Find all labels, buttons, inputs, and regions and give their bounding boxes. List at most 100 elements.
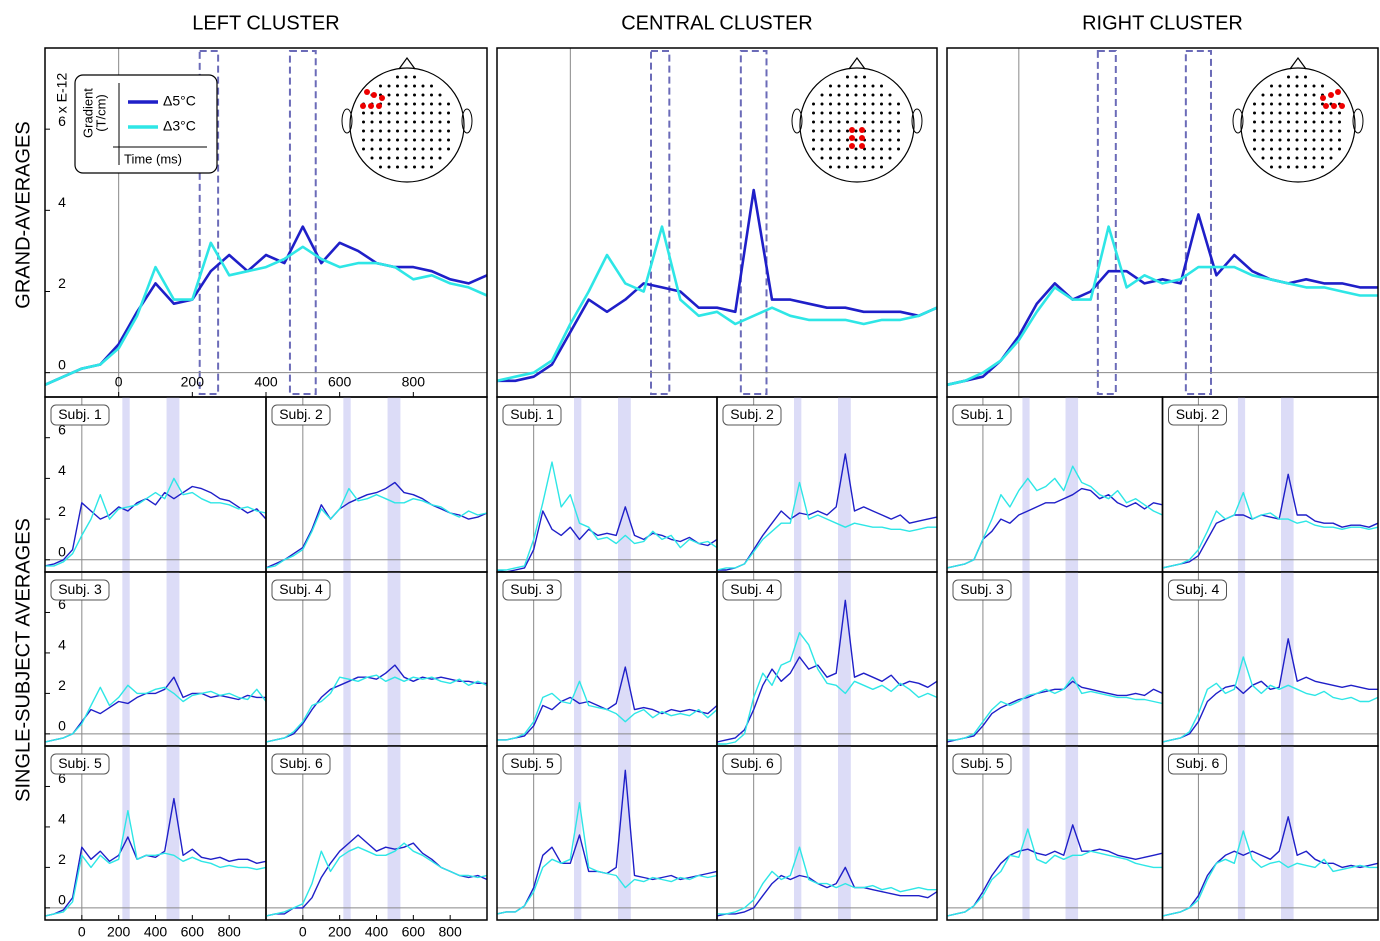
sensor-dot [863,85,866,88]
subject-label: Subj. 4 [1176,581,1220,597]
sensor-dot [1321,166,1324,169]
analysis-window [1186,51,1211,394]
sensor-dot [1270,157,1273,160]
x-tick-label: 600 [402,924,426,940]
cluster-sensor [1339,103,1345,109]
sensor-dot [362,121,365,124]
sensor-dot [829,103,832,106]
subject-label: Subj. 6 [279,755,323,771]
sensor-dot [1270,103,1273,106]
sensor-dot [812,121,815,124]
sensor-dot [379,130,382,133]
series-line [947,227,1378,385]
sensor-dot [379,139,382,142]
sensor-dot [379,166,382,169]
analysis-window [122,397,129,572]
analysis-window [574,397,581,572]
sensor-dot [371,112,374,115]
sensor-dot [889,121,892,124]
sensor-dot [897,103,900,106]
sensor-dot [1287,157,1290,160]
sensor-dot [838,130,841,133]
sensor-dot [1262,103,1265,106]
sensor-dot [863,76,866,79]
sensor-dot [855,85,858,88]
sensor-dot [396,148,399,151]
sensor-dot [413,103,416,106]
series-line [266,489,487,568]
cluster-sensor [849,143,855,149]
analysis-window [838,572,851,746]
series-line [1163,831,1379,916]
y-tick-label: 2 [58,677,66,693]
sensor-dot [1330,121,1333,124]
sensor-dot [846,166,849,169]
sensor-dot [863,94,866,97]
analysis-window [618,397,631,572]
y-tick-label: 4 [58,462,66,478]
subject-label: Subj. 5 [960,755,1004,771]
sensor-dot [388,103,391,106]
sensor-dot [439,130,442,133]
row-title: GRAND-AVERAGES [12,121,34,308]
sensor-dot [1304,166,1307,169]
sensor-dot [413,85,416,88]
sensor-dot [405,157,408,160]
head-nose [849,58,865,69]
sensor-dot [897,121,900,124]
sensor-dot [838,85,841,88]
analysis-window [388,572,401,746]
series-line [947,825,1163,916]
subject-label: Subj. 4 [730,581,774,597]
subject-label: Subj. 4 [279,581,323,597]
sensor-dot [1338,139,1341,142]
sensor-dot [1321,121,1324,124]
analysis-window [343,746,350,920]
sensor-dot [889,112,892,115]
sensor-dot [863,157,866,160]
sensor-dot [1304,121,1307,124]
sensor-dot [872,121,875,124]
sensor-dot [1253,103,1256,106]
sensor-dot [422,94,425,97]
sensor-dot [447,112,450,115]
sensor-dot [1287,112,1290,115]
sensor-dot [821,94,824,97]
sensor-dot [1304,157,1307,160]
sensor-dot [1321,139,1324,142]
cluster-sensor [360,103,366,109]
column-title: LEFT CLUSTER [192,12,339,34]
sensor-dot [439,148,442,151]
sensor-dot [838,112,841,115]
series-line [717,847,937,914]
head-nose [399,58,415,69]
sensor-dot [855,103,858,106]
x-tick-label: 600 [181,924,205,940]
row-title: SINGLE-SUBJECT AVERAGES [12,518,34,802]
sensor-dot [880,139,883,142]
sensor-dot [1279,166,1282,169]
series-line [947,214,1378,384]
sensor-dot [396,112,399,115]
x-tick-label: 0 [78,924,86,940]
sensor-dot [422,103,425,106]
sensor-dot [1321,130,1324,133]
subject-label: Subj. 6 [1176,755,1220,771]
sensor-dot [846,94,849,97]
series-line [497,462,717,570]
sensor-dot [1321,157,1324,160]
series-line [1163,817,1379,916]
cluster-sensor [859,127,865,133]
sensor-dot [430,148,433,151]
analysis-window [1022,572,1029,746]
sensor-dot [812,130,815,133]
subject-label: Subj. 2 [1176,406,1220,422]
sensor-dot [1287,148,1290,151]
sensor-dot [838,94,841,97]
series-line [1163,657,1379,742]
sensor-dot [396,103,399,106]
sensor-dot [1313,121,1316,124]
sensor-dot [405,139,408,142]
sensor-dot [829,130,832,133]
y-tick-label: 4 [58,194,66,210]
